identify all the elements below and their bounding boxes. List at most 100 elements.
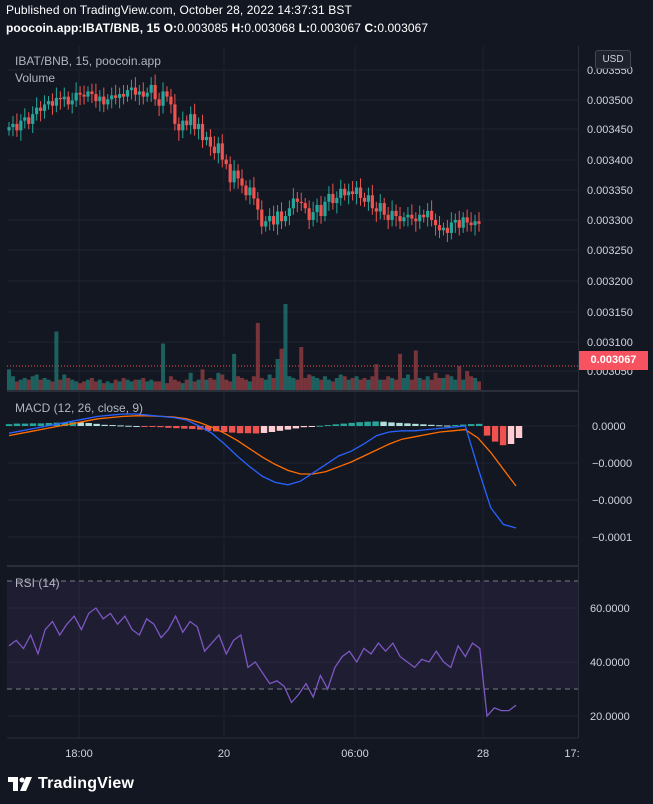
volume-bar bbox=[66, 377, 71, 390]
volume-bar bbox=[465, 371, 470, 390]
volume-bar bbox=[263, 379, 268, 390]
candle-body bbox=[27, 117, 31, 124]
macd-histogram-bar bbox=[220, 426, 228, 432]
candle-body bbox=[78, 92, 82, 95]
macd-histogram-bar bbox=[452, 425, 459, 427]
candle-body bbox=[149, 84, 153, 93]
volume-bar bbox=[461, 379, 466, 390]
candle-body bbox=[386, 214, 390, 220]
price-tick-label: 0.003150 bbox=[587, 307, 633, 319]
candle-body bbox=[268, 216, 272, 222]
low-label: L: bbox=[298, 21, 311, 35]
macd-histogram-bar bbox=[436, 425, 443, 427]
volume-bar bbox=[255, 322, 260, 390]
macd-histogram-bar bbox=[77, 422, 84, 426]
candle-body bbox=[414, 218, 418, 222]
volume-bar bbox=[18, 379, 23, 390]
volume-bar bbox=[58, 379, 63, 390]
candle-body bbox=[248, 187, 252, 196]
volume-bar bbox=[129, 381, 134, 390]
volume-bar bbox=[453, 379, 458, 390]
volume-bar bbox=[236, 376, 241, 390]
candle-body bbox=[42, 104, 47, 111]
candle-body bbox=[19, 120, 23, 131]
volume-bar bbox=[14, 381, 19, 390]
candle-body bbox=[185, 120, 189, 126]
macd-histogram-bar bbox=[133, 426, 140, 427]
brand-footer[interactable]: TradingView bbox=[8, 775, 134, 793]
pane-dividers bbox=[7, 390, 578, 739]
macd-histogram-bar bbox=[483, 426, 491, 436]
currency-button[interactable]: USD bbox=[595, 50, 631, 69]
candle-body bbox=[469, 222, 473, 226]
volume-bar bbox=[161, 343, 166, 390]
candle-body bbox=[473, 221, 477, 226]
candle-body bbox=[117, 94, 122, 98]
candle-body bbox=[358, 187, 363, 198]
candle-body bbox=[196, 123, 201, 130]
rsi-band bbox=[7, 580, 578, 690]
volume-bar bbox=[338, 374, 343, 390]
volume-bar bbox=[196, 379, 201, 390]
volume-bars bbox=[7, 304, 481, 390]
volume-bar bbox=[477, 381, 481, 390]
volume-bar bbox=[315, 377, 320, 390]
volume-bar bbox=[291, 377, 296, 390]
candle-body bbox=[422, 214, 426, 218]
volume-bar bbox=[113, 379, 118, 390]
volume-bar bbox=[398, 353, 403, 390]
candle-body bbox=[125, 90, 130, 97]
candle-body bbox=[114, 95, 118, 98]
candle-body bbox=[228, 164, 232, 183]
last-price-tag: 0.003067 bbox=[579, 351, 648, 370]
candle-body bbox=[86, 91, 90, 97]
rsi-tick-label: 20.0000 bbox=[590, 711, 630, 723]
chart-frame[interactable] bbox=[7, 46, 579, 738]
volume-bar bbox=[93, 381, 98, 390]
candle-body bbox=[339, 188, 343, 198]
macd-histogram-bar bbox=[300, 426, 308, 428]
macd-histogram-bar bbox=[460, 424, 467, 426]
macd-histogram-bar bbox=[364, 421, 371, 426]
volume-bar bbox=[176, 381, 181, 390]
macd-histogram-bar bbox=[101, 424, 108, 426]
volume-bar bbox=[220, 374, 225, 390]
volume-bar bbox=[275, 359, 280, 390]
volume-bar bbox=[437, 377, 442, 390]
macd-histogram-bar bbox=[13, 423, 21, 426]
volume-bar bbox=[330, 381, 335, 390]
candle-body bbox=[465, 217, 469, 223]
time-tick-label: 20 bbox=[218, 748, 230, 760]
candle-body bbox=[232, 170, 236, 183]
volume-bar bbox=[89, 377, 94, 390]
rsi-tick-label: 60.0000 bbox=[590, 603, 630, 615]
macd-histogram-bar bbox=[5, 424, 13, 426]
volume-bar bbox=[362, 377, 367, 390]
candle-body bbox=[311, 212, 315, 220]
close-value: 0.003067 bbox=[377, 21, 429, 35]
macd-legend: MACD (12, 26, close, 9) bbox=[15, 401, 144, 415]
volume-bar bbox=[42, 377, 47, 390]
candle-body bbox=[74, 92, 78, 101]
candle-body bbox=[354, 187, 359, 194]
open-label: O: bbox=[163, 21, 178, 35]
macd-histogram-bar bbox=[268, 426, 276, 432]
candle-body bbox=[189, 114, 193, 126]
candle-body bbox=[102, 96, 106, 105]
candle-body bbox=[161, 91, 165, 106]
candle-body bbox=[145, 92, 149, 97]
volume-legend: Volume bbox=[15, 71, 56, 85]
candle-body bbox=[295, 198, 299, 202]
volume-bar bbox=[469, 376, 474, 390]
rsi-band-fill bbox=[7, 581, 578, 689]
candle-body bbox=[46, 101, 51, 105]
macd-histogram-bar bbox=[149, 426, 156, 427]
volume-bar bbox=[386, 376, 391, 390]
volume-bar bbox=[271, 377, 276, 390]
price-tick-label: 0.003400 bbox=[587, 155, 633, 167]
candle-body bbox=[165, 91, 169, 97]
candle-body bbox=[477, 221, 481, 224]
volume-bar bbox=[38, 379, 43, 390]
candle-body bbox=[343, 188, 347, 196]
